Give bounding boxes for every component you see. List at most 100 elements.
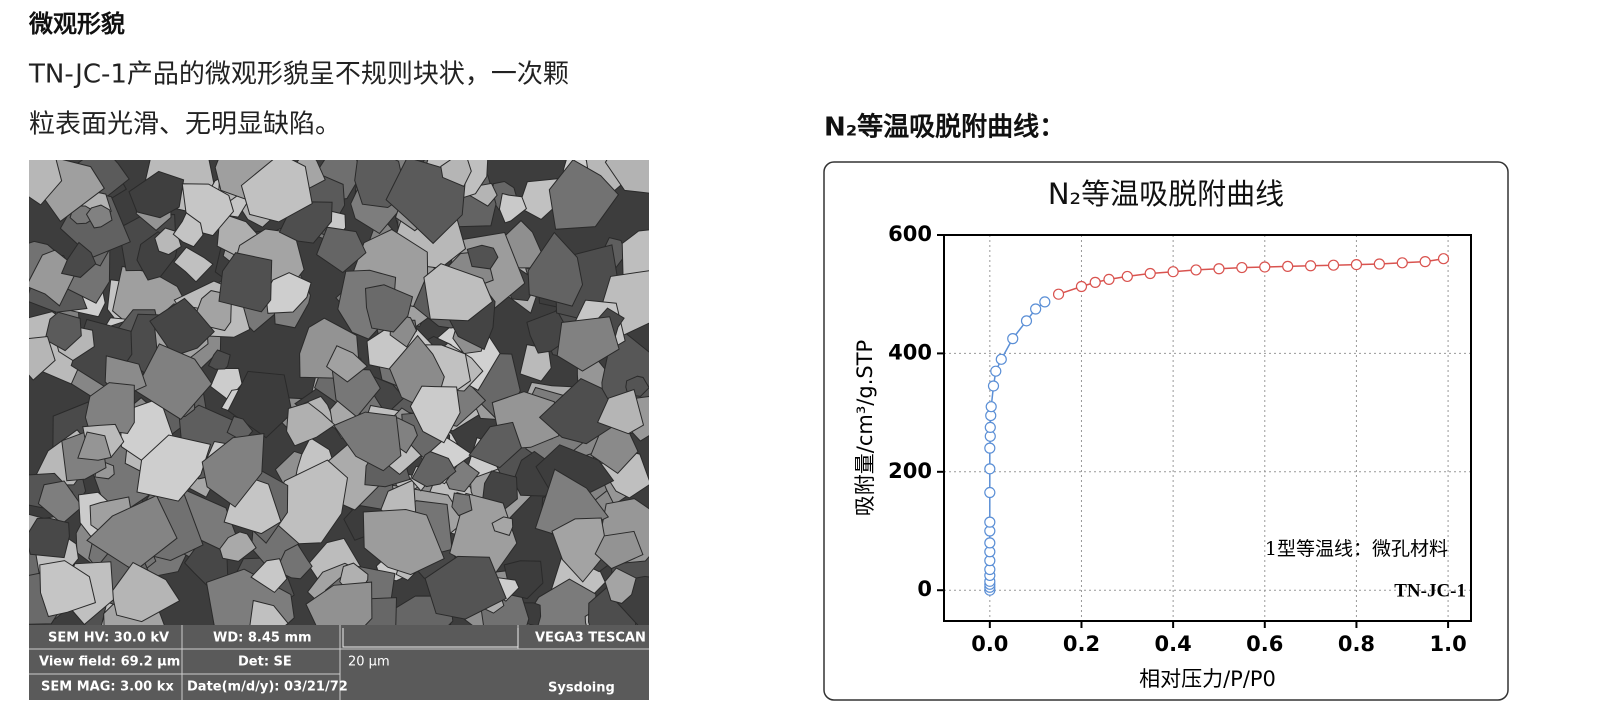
sem-texture bbox=[29, 160, 649, 625]
particle bbox=[128, 170, 185, 219]
particle bbox=[44, 311, 82, 352]
particle bbox=[84, 382, 135, 435]
chart-frame bbox=[823, 161, 1509, 701]
data-point bbox=[1039, 296, 1051, 308]
sem-info: SEM HV: 30.0 kV bbox=[48, 631, 169, 646]
particle bbox=[498, 192, 527, 224]
particle bbox=[77, 431, 112, 461]
x-axis-label: 相对压力/P/P0 bbox=[1139, 667, 1276, 691]
x-tick-label: 0.2 bbox=[1063, 632, 1100, 656]
particle bbox=[440, 160, 472, 187]
particle bbox=[29, 160, 63, 206]
particle bbox=[491, 516, 514, 537]
particle bbox=[37, 480, 83, 525]
particle bbox=[604, 160, 649, 194]
particle bbox=[423, 263, 494, 322]
data-point bbox=[984, 486, 996, 499]
data-point bbox=[1213, 263, 1225, 275]
sem-info: Det: SE bbox=[238, 655, 292, 670]
particle bbox=[409, 385, 461, 444]
data-point bbox=[1030, 303, 1042, 315]
data-point bbox=[1144, 267, 1156, 280]
particle bbox=[548, 160, 620, 230]
data-point bbox=[1305, 260, 1317, 272]
particle bbox=[29, 517, 70, 559]
y-tick-label: 0 bbox=[917, 577, 932, 601]
particle bbox=[286, 401, 336, 447]
particle bbox=[305, 581, 373, 625]
data-point bbox=[1282, 260, 1294, 272]
particle bbox=[201, 433, 265, 508]
particle bbox=[250, 558, 288, 594]
data-point bbox=[984, 442, 996, 454]
data-point bbox=[987, 380, 1000, 392]
data-point bbox=[984, 463, 996, 475]
particle bbox=[240, 160, 313, 223]
y-tick-label: 200 bbox=[888, 459, 932, 483]
particle bbox=[86, 494, 178, 572]
data-point bbox=[1259, 261, 1271, 273]
sem-info: 20 μm bbox=[348, 655, 390, 670]
annotation: 1型等温线：微孔材料 bbox=[1265, 538, 1448, 560]
data-point bbox=[1075, 280, 1088, 293]
data-point bbox=[1007, 333, 1019, 345]
y-tick-label: 600 bbox=[888, 222, 932, 246]
particle bbox=[604, 567, 637, 604]
y-axis-label: 吸附量/cm³/g.STP bbox=[853, 340, 877, 516]
y-tick-label: 400 bbox=[888, 340, 932, 364]
particle bbox=[594, 530, 644, 570]
section-title: 微观形貌 bbox=[28, 10, 125, 38]
annotation: TN-JC-1 bbox=[1394, 580, 1466, 601]
particle bbox=[219, 531, 257, 562]
x-tick-label: 0.8 bbox=[1338, 632, 1375, 656]
data-point bbox=[1396, 257, 1408, 269]
particle bbox=[424, 555, 507, 620]
particle bbox=[556, 316, 620, 372]
particle bbox=[325, 345, 369, 383]
x-tick-label: 1.0 bbox=[1429, 632, 1466, 656]
data-point bbox=[1103, 273, 1115, 286]
sem-info-bar bbox=[29, 625, 649, 700]
sem-info: WD: 8.45 mm bbox=[213, 631, 312, 646]
particle bbox=[331, 367, 381, 418]
data-point bbox=[984, 516, 996, 528]
particle bbox=[85, 204, 113, 229]
particle bbox=[134, 343, 213, 420]
data-point bbox=[995, 353, 1007, 365]
data-point bbox=[984, 537, 996, 549]
data-point bbox=[1350, 259, 1363, 271]
particle bbox=[218, 252, 273, 313]
particle bbox=[136, 434, 212, 502]
particle bbox=[362, 508, 445, 576]
sem-info: SEM MAG: 3.00 kx bbox=[41, 680, 174, 695]
particle bbox=[173, 246, 214, 283]
particle bbox=[60, 241, 97, 278]
particle bbox=[538, 378, 622, 445]
particle bbox=[333, 411, 402, 472]
particle bbox=[551, 517, 608, 583]
data-point bbox=[1167, 266, 1179, 278]
particle bbox=[149, 297, 215, 357]
data-point bbox=[984, 421, 996, 434]
data-point bbox=[990, 365, 1002, 377]
x-tick-label: 0.6 bbox=[1246, 632, 1283, 656]
particle bbox=[466, 244, 499, 270]
particle bbox=[249, 599, 289, 625]
data-point bbox=[1236, 261, 1248, 274]
particle bbox=[527, 231, 584, 307]
paragraph-line: TN-JC-1产品的微观形貌呈不规则块状，一次颗 bbox=[28, 60, 569, 90]
data-point bbox=[1052, 288, 1065, 300]
particle bbox=[411, 451, 457, 488]
paragraph-line: 粒表面光滑、无明显缺陷。 bbox=[29, 110, 341, 140]
particle bbox=[468, 421, 523, 469]
data-point bbox=[1373, 258, 1385, 270]
data-point bbox=[1020, 315, 1033, 327]
particle bbox=[29, 335, 56, 381]
chart-heading: N₂等温吸脱附曲线： bbox=[824, 112, 1065, 143]
sem-info: Date(m/d/y): 03/21/72 bbox=[187, 680, 348, 695]
sem-info: Sysdoing bbox=[548, 681, 615, 696]
sem-bar-lines bbox=[29, 625, 649, 700]
x-tick-label: 0.0 bbox=[971, 632, 1008, 656]
